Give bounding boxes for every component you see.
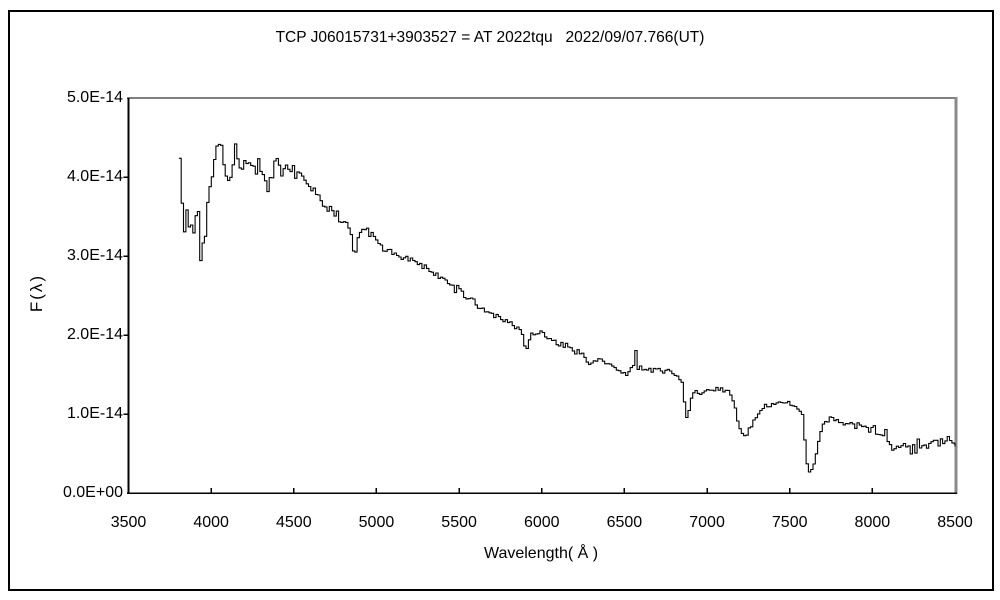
- y-tick-label: 3.0E-14: [66, 247, 123, 264]
- y-tick-label: 2.0E-14: [66, 326, 123, 343]
- spectrum-trace: [178, 143, 956, 473]
- y-tick-label: 4.0E-14: [66, 168, 123, 185]
- x-tick-label: 5500: [441, 514, 477, 531]
- x-tick-label: 4000: [193, 514, 229, 531]
- figure-border: [8, 10, 994, 591]
- y-tick-label: 1.0E-14: [66, 405, 123, 422]
- x-tick-label: 7000: [689, 514, 725, 531]
- chart-title: TCP J06015731+3903527 = AT 2022tqu 2022/…: [275, 29, 705, 46]
- x-tick-label: 8500: [937, 514, 973, 531]
- x-tick-label: 4500: [276, 514, 312, 531]
- y-tick-label: 0.0E+00: [62, 484, 123, 501]
- x-tick-label: 5000: [358, 514, 395, 531]
- x-tick-label: 8000: [854, 514, 891, 531]
- x-axis-label: Wavelength( Å ): [483, 545, 599, 562]
- x-tick-label: 6500: [606, 514, 643, 531]
- x-tick-label: 3500: [110, 514, 147, 531]
- y-tick-label: 5.0E-14: [66, 89, 123, 106]
- x-tick-label: 6000: [523, 514, 560, 531]
- x-tick-label: 7500: [771, 514, 808, 531]
